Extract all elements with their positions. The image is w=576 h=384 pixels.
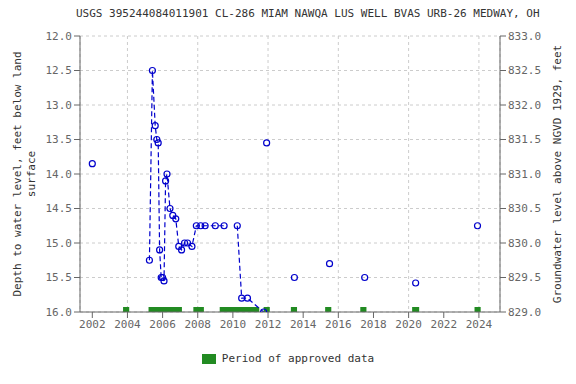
html-text:USGS 395244084011901 CL-286 MI: USGS 395244084011901 CL-286 MIAM NAWQA L… bbox=[76, 7, 540, 20]
svg-text:829.5: 829.5 bbox=[508, 271, 541, 284]
svg-text:12.0: 12.0 bbox=[46, 30, 73, 43]
svg-text:12.5: 12.5 bbox=[46, 64, 73, 77]
svg-text:830.5: 830.5 bbox=[508, 202, 541, 215]
svg-text:831.5: 831.5 bbox=[508, 133, 541, 146]
svg-text:15.5: 15.5 bbox=[46, 271, 73, 284]
svg-text:15.0: 15.0 bbox=[46, 237, 73, 250]
svg-text:14.0: 14.0 bbox=[46, 168, 73, 181]
svg-text:Depth to water level, feet bel: Depth to water level, feet below land bbox=[11, 51, 24, 296]
svg-text:2018: 2018 bbox=[360, 318, 387, 331]
svg-text:2016: 2016 bbox=[325, 318, 352, 331]
svg-text:2010: 2010 bbox=[220, 318, 247, 331]
svg-text:2020: 2020 bbox=[395, 318, 422, 331]
svg-text:2006: 2006 bbox=[149, 318, 176, 331]
svg-text:2008: 2008 bbox=[184, 318, 211, 331]
svg-text:2014: 2014 bbox=[290, 318, 317, 331]
svg-text:832.0: 832.0 bbox=[508, 99, 541, 112]
html-text:Period of approved data: Period of approved data bbox=[221, 352, 375, 365]
svg-text:831.0: 831.0 bbox=[508, 168, 541, 181]
svg-text:Groundwater level above NGVD 1: Groundwater level above NGVD 1929, feet bbox=[551, 45, 564, 303]
svg-text:830.0: 830.0 bbox=[508, 237, 541, 250]
svg-text:2004: 2004 bbox=[114, 318, 141, 331]
svg-text:833.0: 833.0 bbox=[508, 30, 541, 43]
svg-text:13.5: 13.5 bbox=[46, 133, 73, 146]
svg-text:surface: surface bbox=[25, 151, 38, 197]
svg-text:2012: 2012 bbox=[255, 318, 282, 331]
svg-text:14.5: 14.5 bbox=[46, 202, 73, 215]
svg-text:829.0: 829.0 bbox=[508, 306, 541, 319]
svg-text:2024: 2024 bbox=[466, 318, 493, 331]
svg-text:2022: 2022 bbox=[431, 318, 458, 331]
svg-text:832.5: 832.5 bbox=[508, 64, 541, 77]
svg-text:13.0: 13.0 bbox=[46, 99, 73, 112]
svg-text:2002: 2002 bbox=[79, 318, 106, 331]
svg-text:16.0: 16.0 bbox=[46, 306, 73, 319]
